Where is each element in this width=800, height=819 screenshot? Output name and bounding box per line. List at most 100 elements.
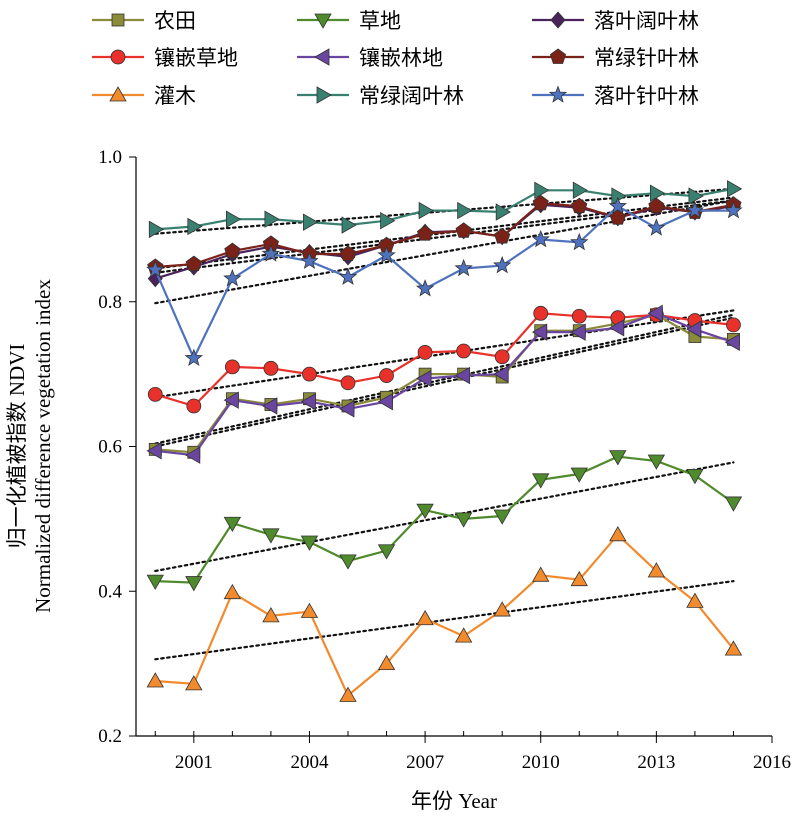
- legend-item-series-3: 落叶阔叶林: [532, 9, 699, 33]
- series-9-line: [154, 204, 734, 361]
- series-5-point: [185, 446, 201, 464]
- series-5-point: [339, 400, 355, 418]
- series-4-point: [379, 368, 394, 383]
- series-6-group: [147, 194, 742, 274]
- series-8-point: [572, 181, 589, 199]
- series-2-trend-line: [154, 461, 735, 573]
- series-9-point: [647, 218, 666, 236]
- x-ticks: 2001 2004 2007 2010 2013 2016: [154, 731, 791, 773]
- series-5-point: [724, 333, 740, 351]
- series-8-point: [264, 210, 280, 228]
- y-axis-title-cn: 归一化植被指数 NDVI: [5, 344, 29, 549]
- legend-item-series-2: 草地: [297, 9, 401, 33]
- plot-area: [146, 180, 743, 702]
- series-8-line: [155, 187, 734, 231]
- legend-item-series-1: 农田: [92, 9, 196, 33]
- series-8-point: [534, 181, 550, 199]
- series-4-point: [224, 359, 240, 375]
- legend-marker: [549, 48, 567, 64]
- series-6-point: [185, 255, 202, 271]
- series-5-point: [570, 323, 586, 341]
- legend-item-series-7: 灌木: [92, 84, 196, 108]
- series-8-group: [148, 180, 743, 239]
- legend-item-series-8: 常绿阔叶林: [297, 84, 464, 108]
- legend-label: 灌木: [154, 84, 196, 108]
- y-tick-label: 0.2: [98, 726, 122, 747]
- series-6-point: [571, 197, 588, 214]
- legend-marker: [550, 11, 566, 29]
- series-9-point: [377, 245, 396, 264]
- series-9-point: [300, 251, 319, 270]
- series-9-point: [184, 348, 203, 366]
- series-7-point: [223, 583, 242, 600]
- x-tick-label: 2010: [522, 752, 560, 773]
- series-5-point: [493, 365, 509, 383]
- series-9-point: [223, 268, 242, 287]
- x-axis-title: 年份 Year: [411, 789, 497, 813]
- axes: 0.2 0.4 0.6 0.8 1.0 2001 2004 2007 2010 2013 2016…: [5, 147, 791, 813]
- series-4-line: [154, 312, 734, 408]
- series-2-point: [686, 469, 704, 485]
- x-tick-label: 2004: [290, 752, 329, 773]
- series-4-group: [147, 305, 741, 414]
- series-4-trend-line: [154, 309, 735, 399]
- series-6-point: [455, 222, 472, 238]
- series-4-point: [456, 343, 472, 359]
- series-5-trend-line: [154, 316, 735, 448]
- legend-item-series-6: 常绿针叶林: [532, 46, 699, 70]
- legend-marker: [548, 85, 568, 103]
- series-7-point: [339, 686, 357, 702]
- y-ticks: 0.2 0.4 0.6 0.8 1.0: [98, 147, 136, 747]
- series-8-point: [649, 184, 666, 202]
- series-7-group: [146, 525, 743, 702]
- legend-label: 草地: [359, 9, 401, 33]
- series-2-point: [146, 574, 164, 590]
- series-6-point: [494, 228, 511, 244]
- series-5-point: [262, 397, 278, 415]
- series-9-point: [570, 232, 589, 251]
- series-7-point: [647, 562, 666, 578]
- series-2-point: [185, 576, 203, 592]
- series-4-point: [494, 349, 510, 365]
- series-8-point: [727, 180, 743, 198]
- series-7-trend-line: [154, 580, 735, 661]
- y-tick-label: 0.4: [98, 581, 122, 602]
- series-6-point: [609, 209, 626, 225]
- series-2-point: [300, 535, 319, 551]
- series-5-point: [300, 392, 316, 411]
- series-4-point: [340, 375, 356, 391]
- series-1-line: [155, 313, 734, 454]
- series-6-point: [339, 245, 357, 261]
- series-2-point: [532, 473, 550, 489]
- series-6-point: [417, 225, 434, 241]
- legend-item-series-4: 镶嵌草地: [92, 46, 238, 70]
- series-5-line: [155, 312, 734, 457]
- series-4-point: [726, 317, 741, 333]
- series-9-group: [146, 196, 743, 366]
- series-5-point: [416, 369, 432, 388]
- series-7-point: [146, 672, 164, 688]
- legend-label: 镶嵌草地: [154, 46, 238, 70]
- series-2-point: [493, 509, 511, 525]
- x-tick-label: 2007: [406, 752, 444, 773]
- series-8-point: [187, 217, 203, 236]
- series-5-point: [377, 392, 393, 411]
- series-7-point: [532, 566, 550, 582]
- series-5-point: [686, 320, 702, 338]
- series-9-point: [338, 267, 358, 285]
- y-axis-title-en: Normalized difference vegetation index: [31, 279, 55, 613]
- series-4-point: [186, 398, 202, 414]
- legend-marker: [109, 86, 127, 102]
- series-5-point: [609, 319, 625, 337]
- legend-label: 常绿阔叶林: [359, 84, 464, 108]
- series-2-point: [647, 454, 666, 470]
- series-9-point: [608, 196, 627, 215]
- legend-marker: [111, 13, 125, 27]
- series-7-point: [416, 609, 434, 626]
- series-4-point: [263, 360, 279, 376]
- series-9-point: [261, 244, 281, 262]
- series-8-point: [380, 212, 396, 230]
- legend-label: 农田: [154, 9, 196, 33]
- legend-label: 镶嵌林地: [359, 46, 443, 70]
